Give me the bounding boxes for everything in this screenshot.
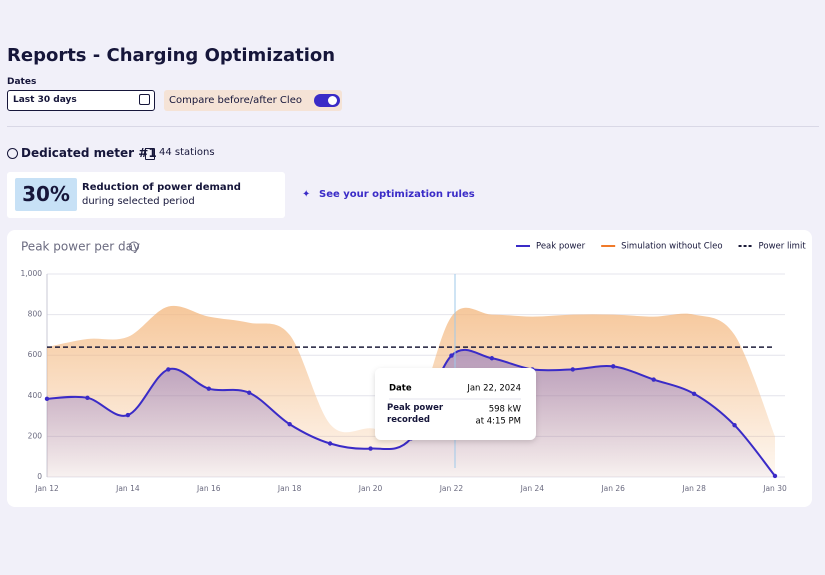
point — [611, 364, 616, 369]
summary-card: 30% Reduction of power demand during sel… — [7, 172, 285, 218]
point — [247, 390, 252, 395]
point — [489, 356, 495, 361]
point — [772, 473, 778, 479]
tooltip-date: Jan 22, 2024 — [466, 384, 521, 394]
tooltip-label-wrap: Peak power recorded — [387, 403, 444, 425]
x-tick-label: Jan 24 — [520, 484, 545, 493]
info-icon — [129, 241, 139, 252]
station-count: 44 stations — [159, 147, 215, 158]
percent: 30% — [15, 178, 77, 211]
point — [368, 446, 373, 451]
tooltip-value-label: Peak power recorded — [387, 403, 444, 425]
point — [85, 395, 90, 401]
point — [44, 396, 50, 402]
legend-label: Peak power — [536, 242, 586, 252]
point — [327, 441, 333, 446]
date-value: Last 30 days — [13, 95, 77, 105]
x-tick-label: Jan 22 — [439, 484, 464, 493]
station-icon — [145, 148, 155, 160]
divider — [7, 126, 819, 127]
y-tick-label: 1,000 — [21, 269, 43, 278]
point — [206, 386, 211, 391]
point — [287, 422, 292, 427]
y-tick-label: 400 — [28, 391, 43, 400]
chart-title: Peak power per day — [21, 240, 140, 254]
calendar-icon — [139, 94, 150, 105]
tooltip-value: 598 kW — [489, 405, 522, 415]
toggle-switch — [314, 94, 340, 107]
summary-sub: during selected period — [82, 196, 195, 207]
page-title: Reports - Charging Optimization — [7, 45, 336, 66]
legend-label: Power limit — [759, 242, 807, 252]
point — [125, 412, 131, 418]
point — [732, 423, 737, 428]
y-tick-label: 800 — [28, 310, 43, 319]
x-tick-label: Jan 28 — [681, 484, 706, 493]
x-tick-label: Jan 16 — [196, 484, 221, 493]
meter-icon — [7, 148, 18, 159]
point — [166, 367, 171, 372]
point — [651, 377, 656, 382]
x-tick-label: Jan 12 — [34, 484, 59, 493]
date-input[interactable]: Last 30 days — [7, 90, 155, 111]
point — [691, 391, 697, 396]
compare-toggle[interactable]: Compare before/after Cleo — [164, 90, 342, 111]
x-tick-label: Jan 14 — [115, 484, 140, 493]
rules-link[interactable]: See your optimization rules — [319, 189, 475, 200]
tooltip-time: at 4:15 PM — [476, 417, 522, 427]
sparkle-icon: ✦ — [302, 189, 311, 200]
summary-headline: Reduction of power demand — [82, 182, 241, 193]
tooltip-box — [375, 368, 536, 440]
x-tick-label: Jan 20 — [358, 484, 383, 493]
area — [47, 349, 775, 477]
y-tick-label: 200 — [28, 431, 43, 440]
dates-label: Dates — [7, 77, 37, 87]
point — [570, 367, 575, 372]
toggle-knob — [328, 96, 337, 105]
legend-label: Simulation without Cleo — [621, 242, 722, 252]
x-tick-label: Jan 30 — [762, 484, 787, 493]
tooltip — [375, 368, 536, 440]
y-tick-label: 0 — [37, 472, 42, 481]
y-tick-label: 600 — [28, 350, 43, 359]
compare-label: Compare before/after Cleo — [169, 95, 302, 106]
x-tick-label: Jan 26 — [600, 484, 625, 493]
tooltip-date-label: Date — [389, 384, 412, 394]
meter-name: Dedicated meter #1 — [21, 146, 157, 160]
point — [449, 353, 454, 358]
x-tick-label: Jan 18 — [277, 484, 302, 493]
